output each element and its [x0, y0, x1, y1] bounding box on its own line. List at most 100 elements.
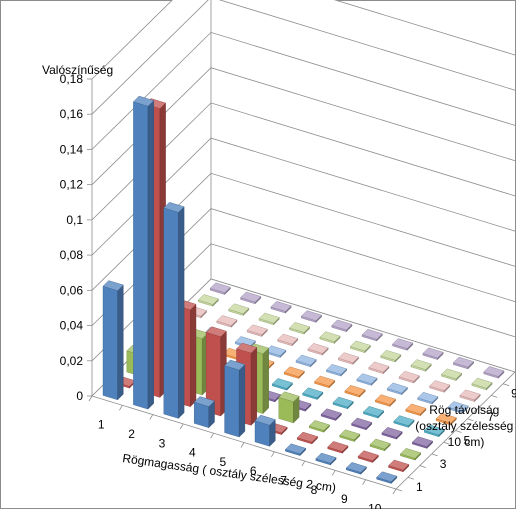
bar — [356, 373, 378, 386]
bar-top-face — [258, 312, 280, 324]
bar-top-face — [376, 471, 398, 483]
bar — [374, 394, 396, 407]
x-axis-tick-labels: 1 2 3 4 5 6 7 8 9 10 — [98, 418, 382, 509]
bar-top-face — [398, 370, 420, 382]
bar — [423, 424, 445, 438]
bar-top-face — [331, 319, 353, 331]
x-tick-mark — [179, 423, 184, 430]
depth-axis-title-line-3: 10 cm) — [448, 435, 485, 449]
bar — [254, 414, 276, 447]
x-tick-mark — [362, 479, 366, 485]
x-tick-label: 3 — [159, 436, 166, 450]
bar-top-face — [471, 377, 493, 389]
x-tick-mark — [88, 395, 93, 402]
bar-top-face — [265, 345, 287, 357]
bar-top-face — [435, 412, 457, 424]
bar — [398, 370, 420, 384]
bar — [411, 436, 433, 449]
bar-top-face — [308, 420, 330, 431]
x-tick-label: 6 — [250, 464, 257, 478]
depth-tick-label: 5 — [464, 433, 471, 447]
depth-tick-label: 7 — [487, 410, 494, 424]
bar-top-face — [246, 324, 268, 336]
bar-front-face — [163, 207, 179, 419]
bar — [435, 412, 457, 426]
depth-axis-title: Rög távolság (osztály szélesség 10 cm) — [415, 403, 516, 449]
bar-top-face — [300, 310, 322, 321]
depth-tick-mark — [467, 418, 474, 422]
bar — [302, 387, 324, 400]
bar-top-face — [314, 375, 336, 387]
bar — [102, 280, 124, 401]
depth-tick-mark — [491, 395, 498, 398]
bar-top-face — [133, 95, 155, 107]
x-tick-label: 4 — [189, 446, 196, 460]
bar-top-face — [380, 349, 402, 361]
bar — [410, 359, 432, 372]
bar — [376, 471, 398, 484]
bar-top-face — [452, 356, 474, 368]
bar — [447, 401, 469, 414]
gridline — [91, 0, 516, 115]
bar-top-face — [270, 301, 292, 312]
bar-top-face — [369, 438, 391, 450]
bar-top-face — [296, 431, 318, 443]
bar — [285, 443, 307, 457]
bar — [295, 354, 317, 368]
bar — [344, 385, 366, 398]
bar — [271, 378, 293, 391]
depth-tick-mark — [502, 383, 510, 387]
bar-top-face — [277, 333, 299, 345]
bar-top-face — [417, 391, 439, 403]
bar-top-face — [295, 354, 317, 366]
bar — [265, 345, 287, 358]
x-tick-label: 2 — [128, 427, 135, 441]
bar — [422, 347, 444, 361]
bar-top-face — [345, 462, 367, 473]
bar-top-face — [483, 366, 505, 377]
bar — [339, 429, 361, 442]
x-tick-mark — [392, 488, 397, 495]
y-axis-title: Valószínűség — [42, 63, 113, 77]
bar — [349, 340, 371, 354]
bar — [314, 375, 336, 389]
bar-top-face — [102, 280, 124, 291]
y-tick-label: 0,12 — [60, 178, 84, 192]
bar — [429, 380, 451, 393]
bar-top-face — [429, 380, 451, 391]
bar-top-face — [240, 291, 262, 303]
bar — [307, 343, 329, 356]
bar — [368, 361, 390, 375]
bar-top-face — [327, 441, 349, 452]
y-tick-label: 0,08 — [60, 248, 84, 262]
bar — [300, 310, 322, 323]
y-tick-label: 0,18 — [60, 72, 84, 86]
bar — [345, 462, 367, 475]
bars — [102, 95, 505, 484]
bar — [315, 452, 337, 466]
bar — [393, 415, 415, 428]
bar — [246, 324, 268, 337]
bar-top-face — [381, 427, 403, 438]
bar-top-face — [228, 303, 250, 315]
bar — [332, 396, 354, 410]
bar-top-face — [326, 364, 348, 375]
bar — [351, 417, 373, 431]
bar — [224, 359, 246, 438]
bar — [277, 333, 299, 347]
bar-side-face — [190, 303, 197, 408]
x-tick-label: 9 — [341, 492, 348, 506]
bar — [388, 459, 410, 473]
y-tick-label: 0,14 — [60, 142, 84, 156]
bar-side-face — [262, 347, 269, 415]
y-axis-tick-labels: 0 0,02 0,04 0,06 0,08 0,1 0,12 0,14 0,16 0,18 — [60, 72, 84, 403]
depth-tick-mark — [479, 406, 486, 410]
bar-top-face — [459, 389, 481, 401]
x-tick-label: 8 — [311, 483, 318, 497]
bar — [216, 315, 238, 328]
x-tick-mark — [240, 442, 245, 448]
bar-top-face — [411, 436, 433, 447]
depth-tick-mark — [395, 488, 403, 492]
bar-top-face — [447, 401, 469, 412]
x-tick-mark — [331, 470, 336, 476]
